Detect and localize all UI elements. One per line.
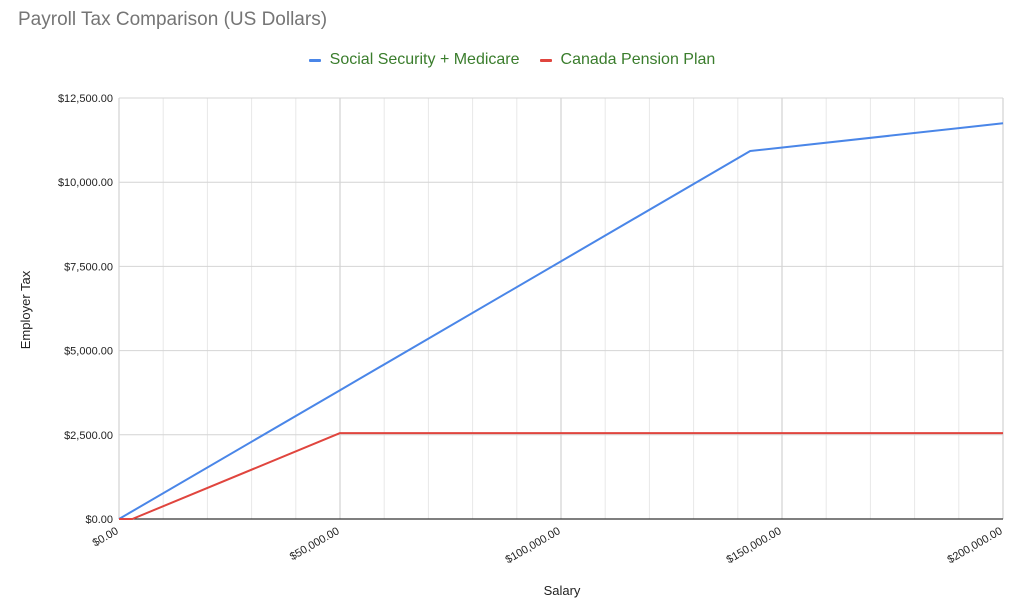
tick-labels: $0.00 $2,500.00 $5,000.00 $7,500.00 $10,000.… <box>58 93 1005 566</box>
y-axis-title: Employer Tax <box>18 270 33 349</box>
y-tick-label: $0.00 <box>85 514 113 526</box>
x-tick-label: $150,000.00 <box>725 525 784 566</box>
series-lines <box>118 122 1004 520</box>
x-tick-label: $0.00 <box>91 525 121 549</box>
x-axis-title: Salary <box>544 583 581 598</box>
legend-item-canada-pension[interactable]: Canada Pension Plan <box>539 51 716 69</box>
y-tick-label: $7,500.00 <box>64 261 113 273</box>
y-tick-label: $2,500.00 <box>64 430 113 442</box>
y-tick-label: $12,500.00 <box>58 93 113 105</box>
y-tick-label: $10,000.00 <box>58 177 113 189</box>
chart-title: Payroll Tax Comparison (US Dollars) <box>18 9 328 30</box>
legend-swatch-canada-pension <box>539 58 552 62</box>
legend-label-canada-pension: Canada Pension Plan <box>560 51 716 68</box>
x-tick-label: $200,000.00 <box>946 525 1005 566</box>
legend: Social Security + Medicare Canada Pensio… <box>0 51 1024 69</box>
legend-swatch-social-security <box>308 58 321 62</box>
series-line-canada-pension <box>119 432 1003 520</box>
legend-item-social-security[interactable]: Social Security + Medicare <box>308 51 520 69</box>
x-tick-label: $100,000.00 <box>504 525 563 566</box>
series-line-social-security <box>118 122 1004 520</box>
legend-label-social-security: Social Security + Medicare <box>329 51 520 68</box>
x-tick-label: $50,000.00 <box>288 525 342 563</box>
grid-lines <box>118 97 1004 519</box>
y-tick-label: $5,000.00 <box>64 346 113 358</box>
